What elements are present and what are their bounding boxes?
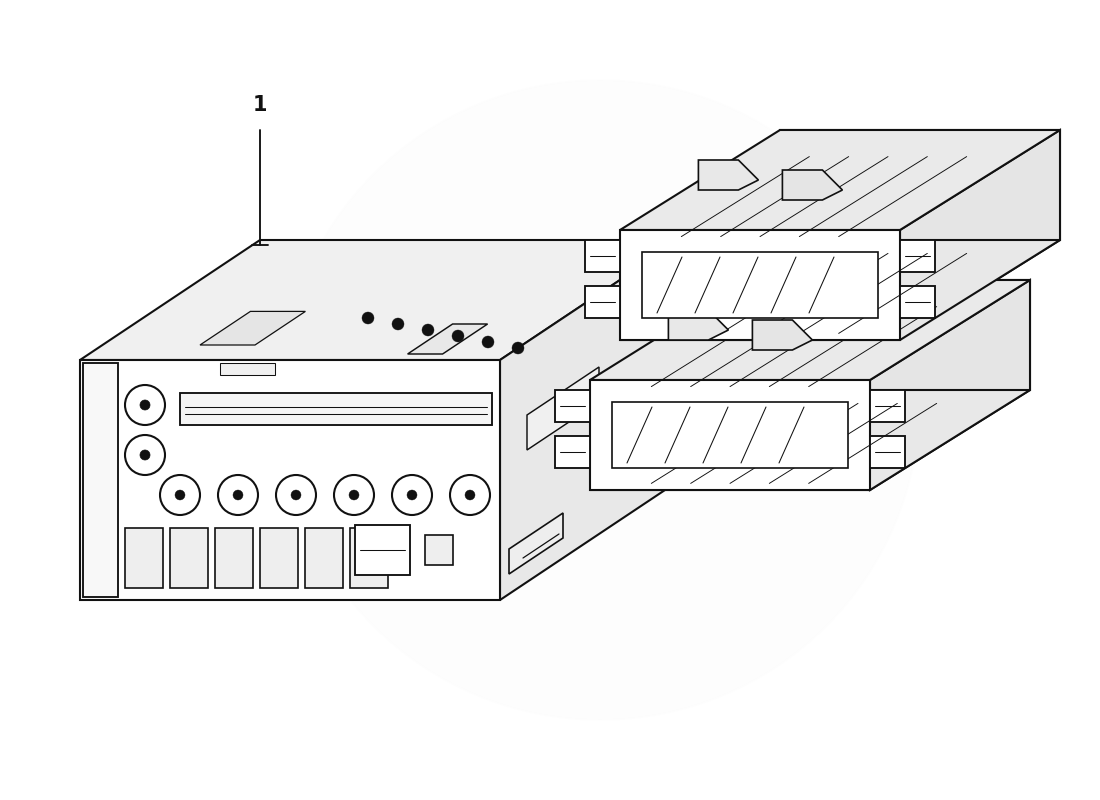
Polygon shape bbox=[260, 528, 298, 588]
Polygon shape bbox=[620, 130, 1060, 230]
Polygon shape bbox=[556, 436, 590, 468]
Circle shape bbox=[452, 330, 464, 342]
Polygon shape bbox=[500, 240, 680, 600]
Polygon shape bbox=[780, 130, 1060, 240]
Circle shape bbox=[392, 318, 404, 330]
Polygon shape bbox=[642, 252, 878, 318]
Circle shape bbox=[392, 475, 432, 515]
Polygon shape bbox=[900, 130, 1060, 340]
Polygon shape bbox=[698, 160, 758, 190]
Polygon shape bbox=[170, 528, 208, 588]
Circle shape bbox=[233, 490, 243, 500]
Bar bbox=[425, 535, 453, 565]
Bar bbox=[220, 363, 275, 375]
Polygon shape bbox=[620, 240, 1060, 340]
Polygon shape bbox=[900, 286, 935, 318]
Polygon shape bbox=[305, 528, 343, 588]
Polygon shape bbox=[620, 230, 900, 340]
Polygon shape bbox=[80, 360, 500, 600]
Circle shape bbox=[362, 312, 374, 324]
Bar bbox=[82, 363, 118, 597]
Text: a passion for parts since 1965: a passion for parts since 1965 bbox=[490, 421, 751, 439]
Polygon shape bbox=[590, 380, 870, 490]
Circle shape bbox=[140, 450, 150, 460]
Polygon shape bbox=[752, 320, 813, 350]
Polygon shape bbox=[200, 311, 306, 345]
Bar bbox=[180, 393, 492, 425]
Circle shape bbox=[482, 336, 494, 348]
Bar bbox=[355, 525, 410, 575]
Polygon shape bbox=[125, 528, 163, 588]
Circle shape bbox=[125, 435, 165, 475]
Polygon shape bbox=[527, 367, 600, 450]
Polygon shape bbox=[509, 513, 563, 574]
Polygon shape bbox=[669, 310, 728, 340]
Circle shape bbox=[140, 400, 150, 410]
Polygon shape bbox=[80, 240, 680, 360]
Polygon shape bbox=[870, 436, 905, 468]
Circle shape bbox=[349, 490, 359, 500]
Polygon shape bbox=[750, 280, 1030, 390]
Polygon shape bbox=[590, 390, 1030, 490]
Circle shape bbox=[218, 475, 258, 515]
Circle shape bbox=[512, 342, 524, 354]
Text: 1: 1 bbox=[253, 95, 267, 115]
Circle shape bbox=[292, 490, 301, 500]
Polygon shape bbox=[870, 390, 905, 422]
Circle shape bbox=[407, 490, 417, 500]
Circle shape bbox=[422, 324, 435, 336]
Polygon shape bbox=[350, 528, 388, 588]
Circle shape bbox=[125, 385, 165, 425]
Polygon shape bbox=[870, 280, 1030, 490]
Text: eurospares: eurospares bbox=[427, 330, 813, 390]
Polygon shape bbox=[585, 286, 620, 318]
Circle shape bbox=[280, 80, 920, 720]
Polygon shape bbox=[782, 170, 843, 200]
Polygon shape bbox=[590, 280, 1030, 380]
Circle shape bbox=[276, 475, 316, 515]
Polygon shape bbox=[612, 402, 848, 468]
Circle shape bbox=[175, 490, 185, 500]
Polygon shape bbox=[214, 528, 253, 588]
Circle shape bbox=[465, 490, 475, 500]
Polygon shape bbox=[900, 240, 935, 272]
Polygon shape bbox=[408, 324, 487, 354]
Circle shape bbox=[334, 475, 374, 515]
Polygon shape bbox=[585, 240, 620, 272]
Polygon shape bbox=[556, 390, 590, 422]
Circle shape bbox=[160, 475, 200, 515]
Circle shape bbox=[450, 475, 490, 515]
